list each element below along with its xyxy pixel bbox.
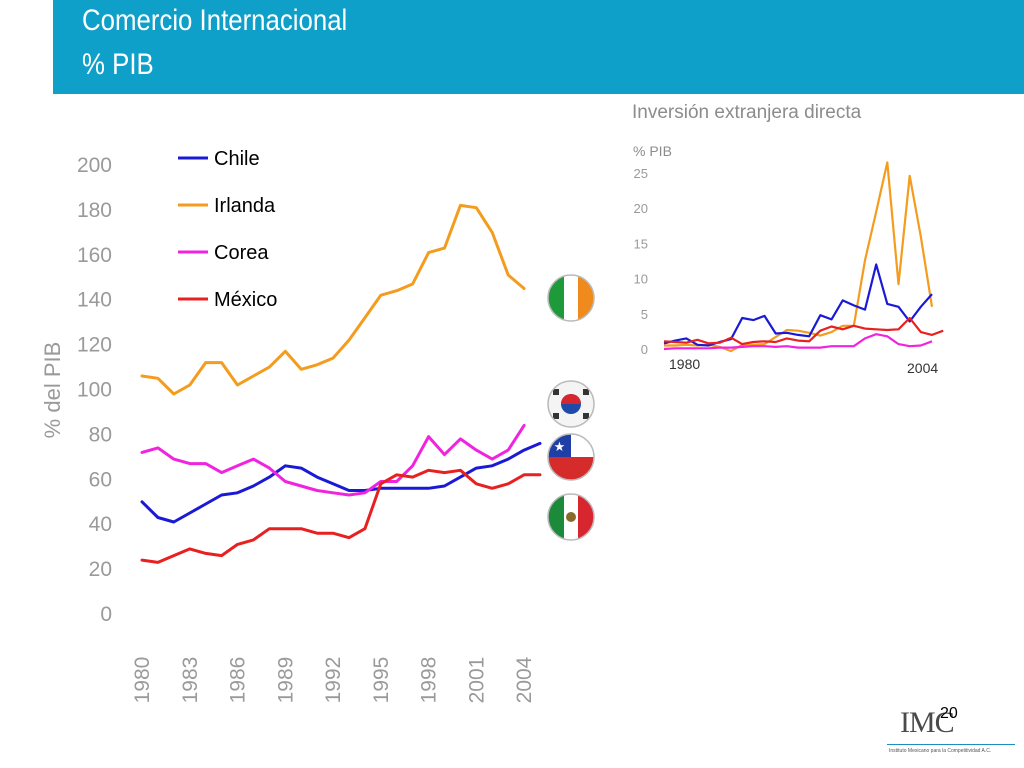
svg-text:★: ★: [554, 439, 566, 454]
legend-label-chile: Chile: [214, 148, 260, 170]
series-line-corea: [140, 423, 526, 497]
series-line-mexico: [140, 468, 542, 564]
fdi-chart-title: Inversión extranjera directa: [632, 102, 862, 123]
logo-caption: Instituto Mexicano para la Competitivida…: [889, 748, 992, 754]
fdi-y-tick-label-15: 15: [634, 236, 648, 251]
y-tick-label-160: 160: [77, 244, 112, 267]
y-tick-label-180: 180: [77, 199, 112, 222]
x-tick-label-2001: 2001: [465, 657, 488, 704]
fdi-y-tick-label-10: 10: [634, 272, 648, 287]
flag-corea-icon: [547, 380, 595, 428]
x-tick-label-1995: 1995: [370, 657, 393, 704]
y-tick-label-20: 20: [89, 558, 112, 581]
x-tick-label-1989: 1989: [274, 657, 297, 704]
x-tick-label-1998: 1998: [418, 657, 441, 704]
y-tick-label-200: 200: [77, 154, 112, 177]
logo-rule: [887, 744, 1015, 745]
fdi-series-line-corea: [663, 333, 933, 351]
legend-label-mexico: México: [214, 289, 277, 311]
y-axis-label: % del PIB: [40, 342, 65, 439]
slide-title: Comercio Internacional: [82, 4, 348, 37]
flag-mexico-icon: [547, 493, 595, 541]
y-tick-label-40: 40: [89, 513, 112, 536]
series-line-chile: [140, 441, 542, 524]
y-tick-label-100: 100: [77, 379, 112, 402]
title-banner: [53, 0, 1024, 94]
y-tick-label-0: 0: [100, 603, 112, 626]
x-tick-label-1992: 1992: [322, 657, 345, 704]
fdi-series-line-irlanda: [664, 161, 934, 353]
legend-label-corea: Corea: [214, 242, 269, 264]
imco-logo: IMC: [900, 706, 955, 739]
fdi-y-axis-label: % PIB: [633, 143, 672, 159]
fdi-series-line-mexico: [663, 316, 944, 346]
legend-label-irlanda: Irlanda: [214, 195, 276, 217]
series-line-irlanda: [140, 203, 526, 396]
fdi-series-line-chile: [663, 263, 933, 347]
page-number: 20: [940, 705, 958, 722]
fdi-y-tick-label-5: 5: [641, 307, 648, 322]
slide-subtitle: % PIB: [82, 48, 154, 81]
fdi-y-tick-label-0: 0: [641, 342, 648, 357]
fdi-x-start-label: 1980: [669, 356, 700, 372]
flag-irlanda-icon: [547, 274, 595, 322]
x-tick-label-1986: 1986: [227, 657, 250, 704]
fdi-y-tick-label-25: 25: [634, 166, 648, 181]
y-tick-label-60: 60: [89, 468, 112, 491]
x-tick-label-2004: 2004: [513, 656, 536, 703]
y-tick-label-120: 120: [77, 334, 112, 357]
y-tick-label-80: 80: [89, 423, 112, 446]
x-tick-label-1983: 1983: [179, 657, 202, 704]
fdi-y-tick-label-20: 20: [634, 201, 648, 216]
fdi-x-end-label: 2004: [907, 360, 938, 376]
y-tick-label-140: 140: [77, 289, 112, 312]
x-tick-label-1980: 1980: [131, 657, 154, 704]
